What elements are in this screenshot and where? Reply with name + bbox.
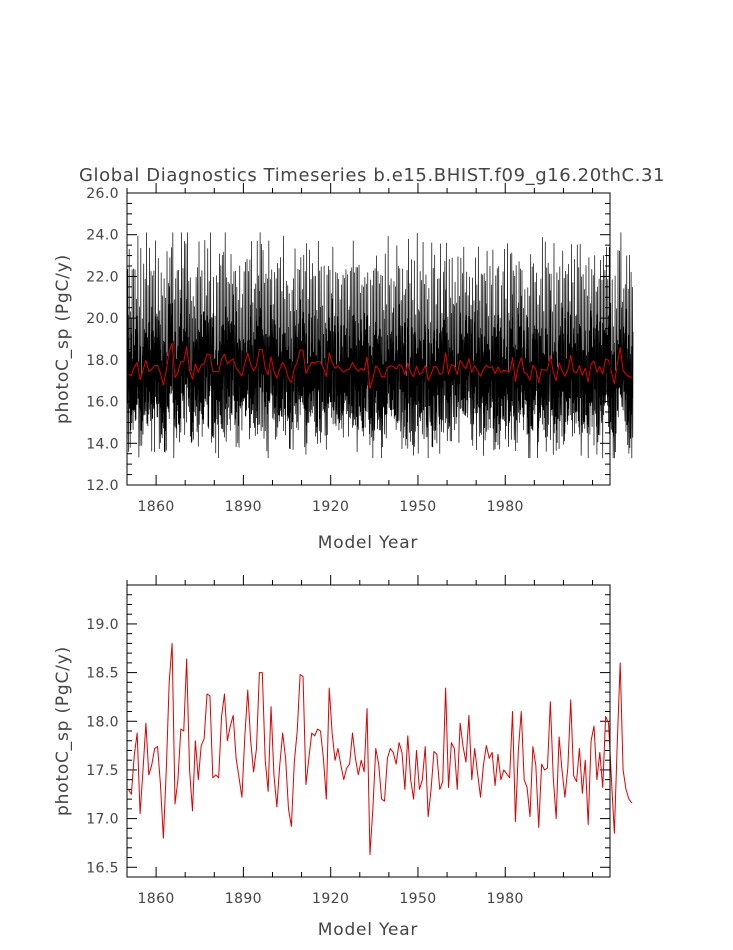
top-chart-xtick-label: 1860 (137, 499, 174, 515)
bottom-chart-ylabel: photoC_sp (PgC/y) (53, 646, 73, 816)
top-chart-ytick-label: 26.0 (86, 186, 119, 202)
figure-title: Global Diagnostics Timeseries b.e15.BHIS… (79, 165, 665, 186)
bottom-chart-ticks (126, 575, 610, 878)
bottom-chart-frame (126, 584, 611, 878)
bottom-chart-data (128, 642, 633, 856)
bottom-chart-xtick-label: 1860 (137, 891, 174, 907)
top-chart: 1860 1890 1920 1950 1980 12.0 14.0 16.0 18.0 20.0… (53, 183, 634, 553)
top-chart-ytick-label: 14.0 (86, 436, 119, 452)
top-chart-series-monthly-line (126, 232, 634, 459)
bottom-chart-xtick-label: 1920 (312, 891, 349, 907)
top-chart-xtick-label: 1980 (487, 499, 524, 515)
bottom-chart-ytick-label: 19.0 (86, 617, 119, 633)
top-chart-ytick-label: 18.0 (86, 353, 119, 369)
top-chart-data (126, 232, 634, 459)
bottom-chart-xtick-label: 1980 (487, 891, 524, 907)
top-chart-xtick-label: 1920 (312, 499, 349, 515)
bottom-chart-ytick-label: 17.5 (86, 763, 119, 779)
top-chart-ytick-label: 22.0 (86, 269, 119, 285)
bottom-chart-ytick-label: 17.0 (86, 812, 119, 828)
top-chart-ytick-label: 16.0 (86, 395, 119, 411)
bottom-chart-tick-labels: 1860 1890 1920 1950 1980 16.5 17.0 17.5 18.0 18.5… (86, 617, 524, 907)
top-chart-ytick-label: 20.0 (86, 311, 119, 327)
bottom-chart: 1860 1890 1920 1950 1980 16.5 17.0 17.5 18.0 18.5… (53, 575, 633, 940)
top-chart-ytick-label: 24.0 (86, 228, 119, 244)
bottom-chart-series-annual-line (128, 642, 633, 856)
top-chart-xlabel: Model Year (318, 533, 418, 553)
bottom-chart-ytick-label: 18.5 (86, 666, 119, 682)
top-chart-frame (126, 192, 611, 486)
top-chart-xtick-label: 1890 (225, 499, 262, 515)
bottom-chart-xlabel: Model Year (318, 920, 418, 940)
top-chart-tick-labels: 1860 1890 1920 1950 1980 12.0 14.0 16.0 18.0 20.0… (86, 186, 524, 515)
top-chart-series-annual-line (128, 342, 632, 389)
bottom-chart-ytick-label: 16.5 (86, 860, 119, 876)
top-chart-ytick-label: 12.0 (86, 478, 119, 494)
top-chart-xtick-label: 1950 (399, 499, 436, 515)
bottom-chart-xtick-label: 1950 (399, 891, 436, 907)
bottom-chart-ytick-label: 18.0 (86, 714, 119, 730)
top-chart-ylabel: photoC_sp (PgC/y) (53, 254, 73, 424)
bottom-chart-xtick-label: 1890 (225, 891, 262, 907)
